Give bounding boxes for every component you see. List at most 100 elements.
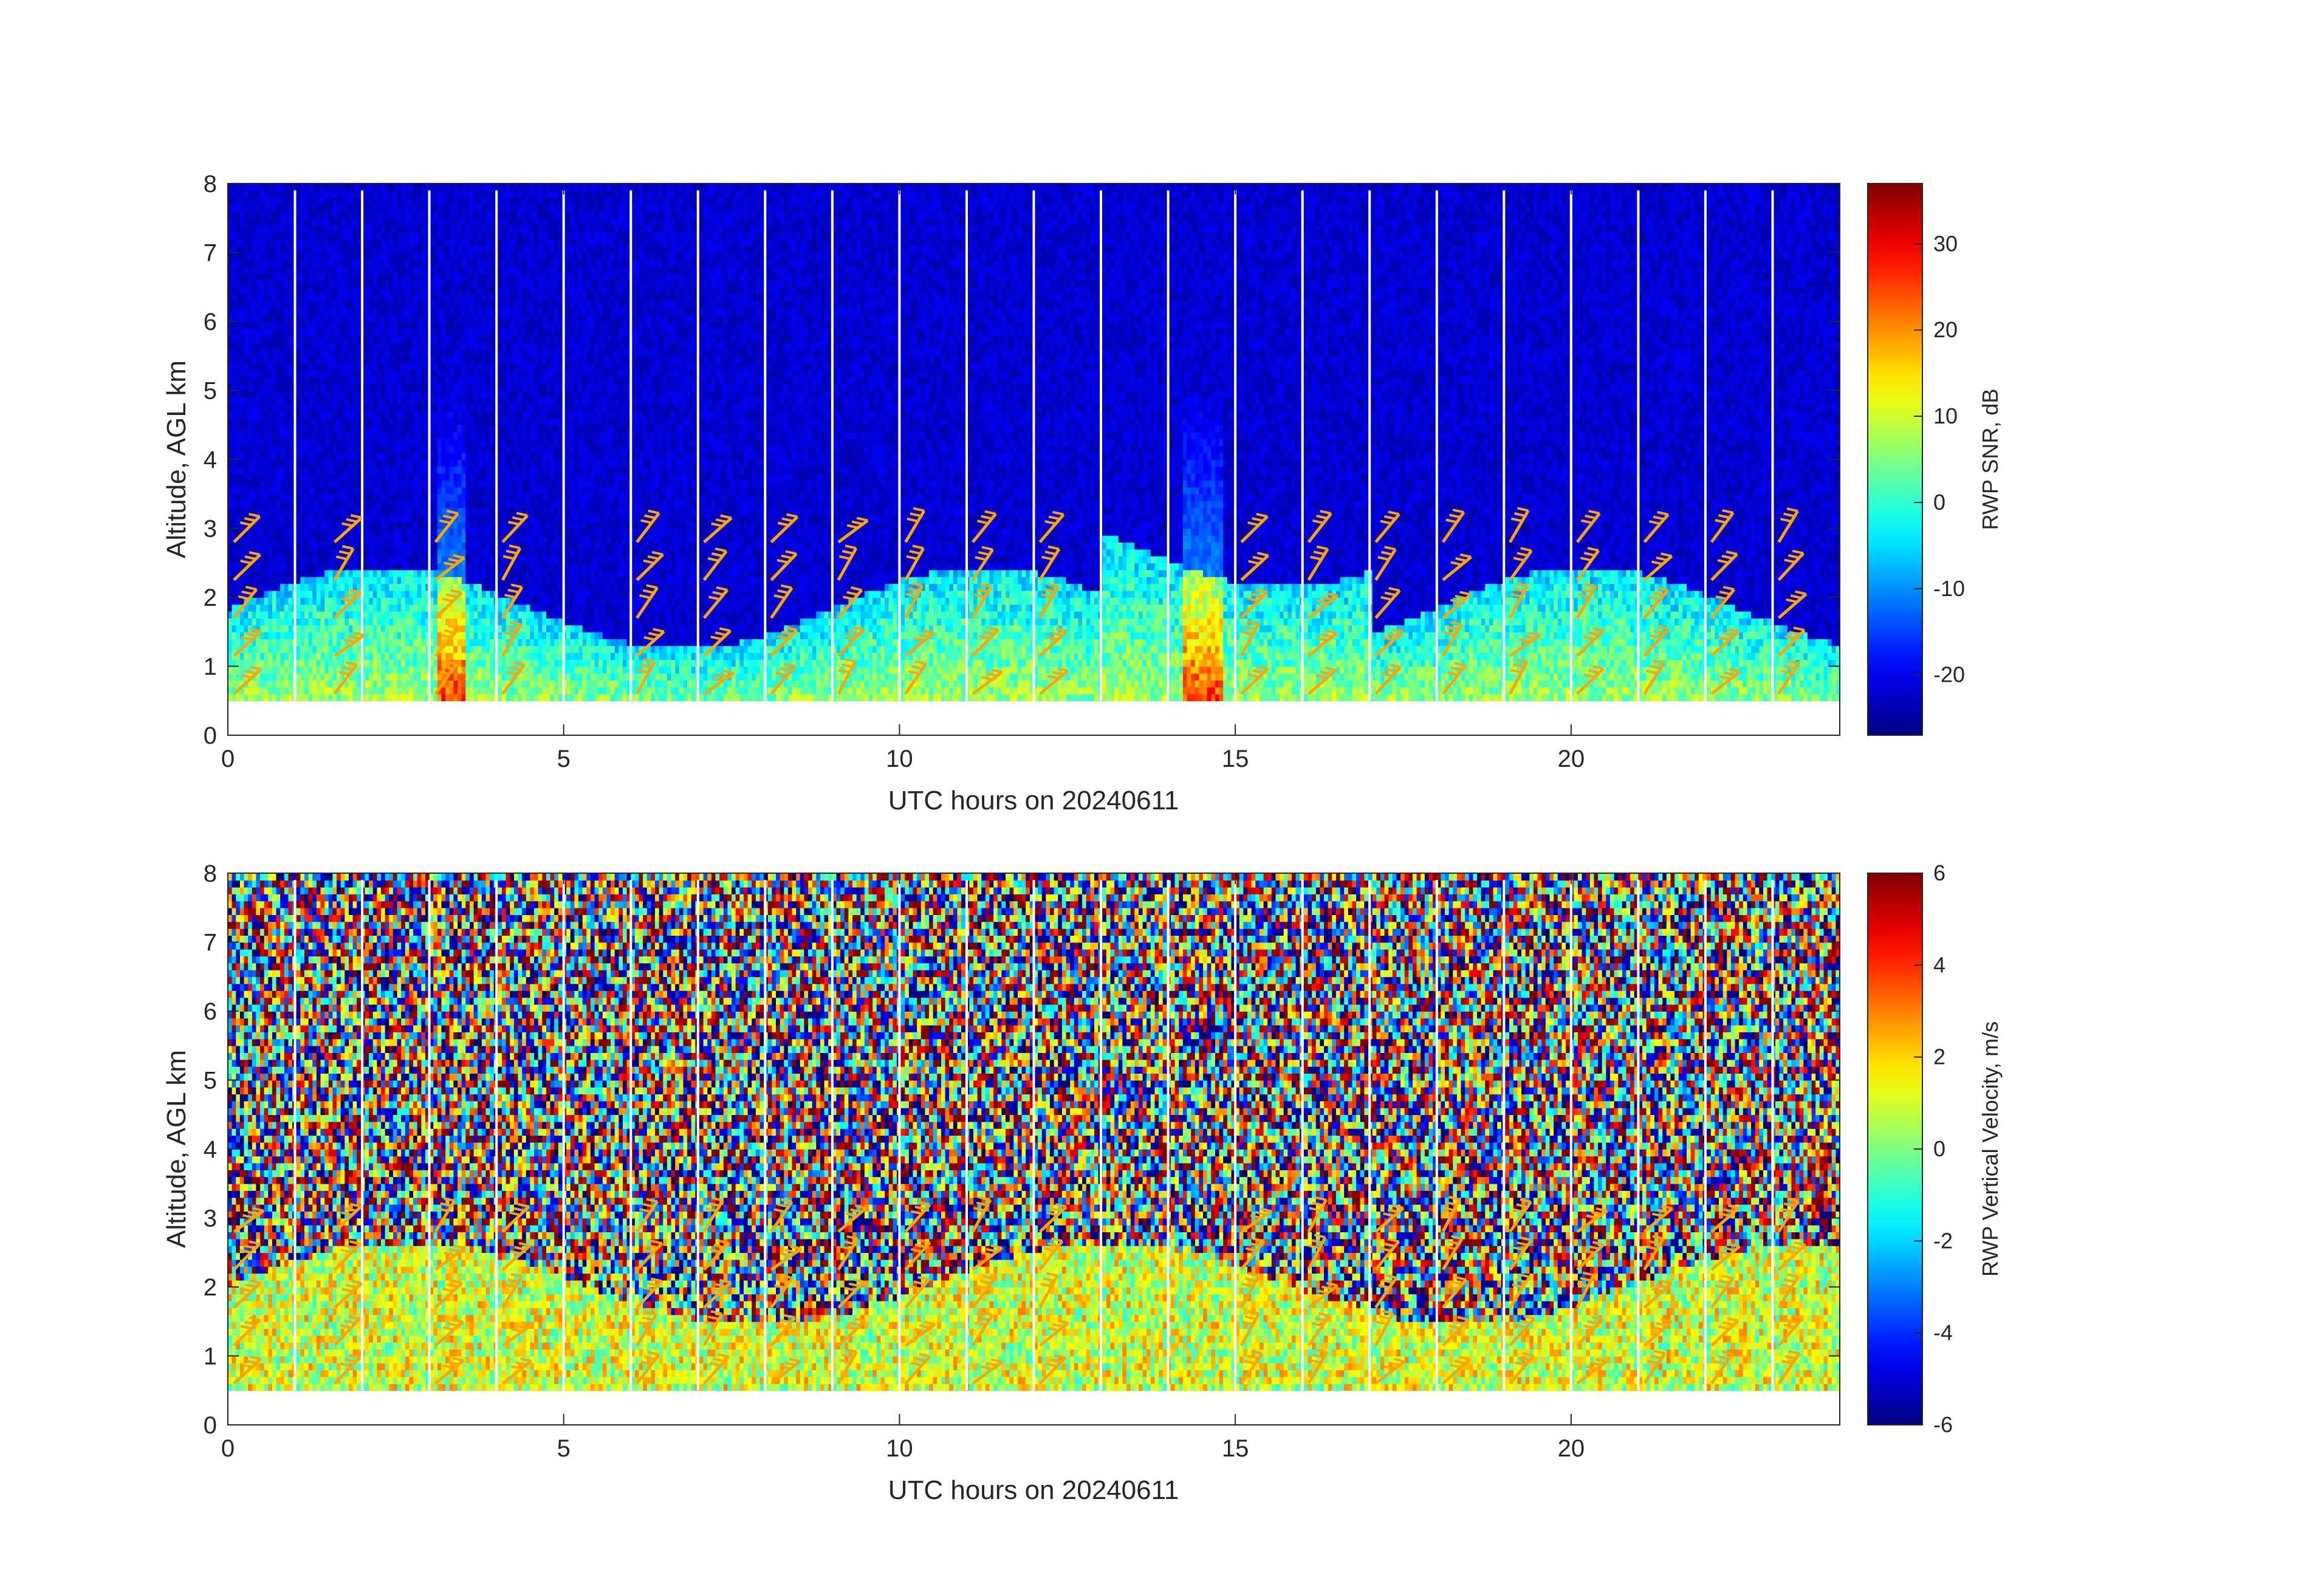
heatmap-cell xyxy=(353,411,357,419)
heatmap-cell xyxy=(405,577,410,584)
heatmap-cell xyxy=(317,377,321,384)
heatmap-cell xyxy=(413,583,417,591)
heatmap-cell xyxy=(337,515,341,522)
heatmap-cell xyxy=(344,487,349,494)
heatmap-cell xyxy=(381,480,385,487)
heatmap-cell xyxy=(462,473,466,481)
heatmap-cell xyxy=(300,370,304,377)
heatmap-cell xyxy=(470,563,474,570)
heatmap-cell xyxy=(272,577,276,584)
heatmap-cell xyxy=(260,453,264,460)
heatmap-cell xyxy=(393,349,397,356)
heatmap-cell xyxy=(462,521,466,529)
heatmap-cell xyxy=(329,404,333,411)
heatmap-cell xyxy=(373,245,377,253)
heatmap-cell xyxy=(276,473,281,481)
heatmap-cell xyxy=(465,280,470,287)
heatmap-cell xyxy=(381,494,385,501)
heatmap-cell xyxy=(332,335,337,343)
heatmap-cell xyxy=(389,659,393,667)
heatmap-cell xyxy=(397,659,402,667)
heatmap-cell xyxy=(433,266,437,273)
heatmap-cell xyxy=(256,445,260,453)
heatmap-cell xyxy=(490,225,494,232)
heatmap-cell xyxy=(453,232,458,239)
heatmap-cell xyxy=(393,515,397,522)
heatmap-cell xyxy=(421,232,425,239)
heatmap-cell xyxy=(490,273,494,281)
heatmap-cell xyxy=(264,307,269,315)
heatmap-cell xyxy=(490,425,494,432)
heatmap-cell xyxy=(332,342,337,349)
heatmap-cell xyxy=(393,397,397,405)
heatmap-cell xyxy=(341,307,345,315)
heatmap-cell xyxy=(228,618,232,625)
heatmap-cell xyxy=(442,439,446,446)
heatmap-cell xyxy=(365,494,369,501)
heatmap-cell xyxy=(312,535,317,543)
heatmap-cell xyxy=(272,370,276,377)
heatmap-cell xyxy=(304,266,309,273)
heatmap-cell xyxy=(413,197,417,205)
heatmap-cell xyxy=(317,611,321,619)
heatmap-cell xyxy=(296,453,301,460)
heatmap-cell xyxy=(276,521,281,529)
heatmap-cell xyxy=(357,556,361,563)
heatmap-cell xyxy=(248,694,252,701)
heatmap-cell xyxy=(252,301,256,308)
heatmap-cell xyxy=(470,439,474,446)
heatmap-cell xyxy=(417,577,422,584)
heatmap-cell xyxy=(401,404,405,411)
heatmap-cell xyxy=(228,190,232,197)
heatmap-cell xyxy=(486,611,490,619)
heatmap-cell xyxy=(236,280,240,287)
heatmap-cell xyxy=(248,239,252,246)
heatmap-cell xyxy=(470,549,474,557)
heatmap-cell xyxy=(458,632,462,639)
heatmap-cell xyxy=(317,245,321,253)
heatmap-cell xyxy=(413,342,417,349)
heatmap-cell xyxy=(385,190,389,197)
heatmap-cell xyxy=(486,315,490,322)
heatmap-cell xyxy=(490,307,494,315)
heatmap-cell xyxy=(470,259,474,267)
heatmap-cell xyxy=(232,239,236,246)
heatmap-cell xyxy=(300,232,304,239)
heatmap-cell xyxy=(344,280,349,287)
heatmap-cell xyxy=(341,280,345,287)
heatmap-cell xyxy=(321,597,325,605)
heatmap-cell xyxy=(389,404,393,411)
heatmap-cell xyxy=(244,363,249,370)
heatmap-cell xyxy=(365,404,369,411)
heatmap-cell xyxy=(437,597,442,605)
heatmap-cell xyxy=(421,466,425,473)
heatmap-cell xyxy=(228,266,232,273)
heatmap-cell xyxy=(317,204,321,211)
heatmap-cell xyxy=(260,529,264,536)
heatmap-cell xyxy=(377,225,381,232)
heatmap-cell xyxy=(482,432,486,439)
heatmap-cell xyxy=(289,301,293,308)
heatmap-cell xyxy=(490,287,494,294)
heatmap-cell xyxy=(256,225,260,232)
heatmap-cell xyxy=(244,618,249,625)
heatmap-cell xyxy=(284,694,289,701)
heatmap-cell xyxy=(442,659,446,667)
heatmap-cell xyxy=(401,232,405,239)
heatmap-cell xyxy=(272,453,276,460)
heatmap-cell xyxy=(240,253,244,260)
heatmap-cell xyxy=(465,425,470,432)
heatmap-cell xyxy=(453,280,458,287)
heatmap-cell xyxy=(405,591,410,598)
heatmap-cell xyxy=(373,494,377,501)
heatmap-cell xyxy=(312,342,317,349)
heatmap-cell xyxy=(389,563,393,570)
heatmap-cell xyxy=(284,397,289,405)
heatmap-cell xyxy=(413,542,417,549)
heatmap-cell xyxy=(417,397,422,405)
heatmap-cell xyxy=(369,659,373,667)
heatmap-cell xyxy=(240,349,244,356)
heatmap-cell xyxy=(232,307,236,315)
heatmap-cell xyxy=(462,480,466,487)
heatmap-cell xyxy=(490,383,494,391)
